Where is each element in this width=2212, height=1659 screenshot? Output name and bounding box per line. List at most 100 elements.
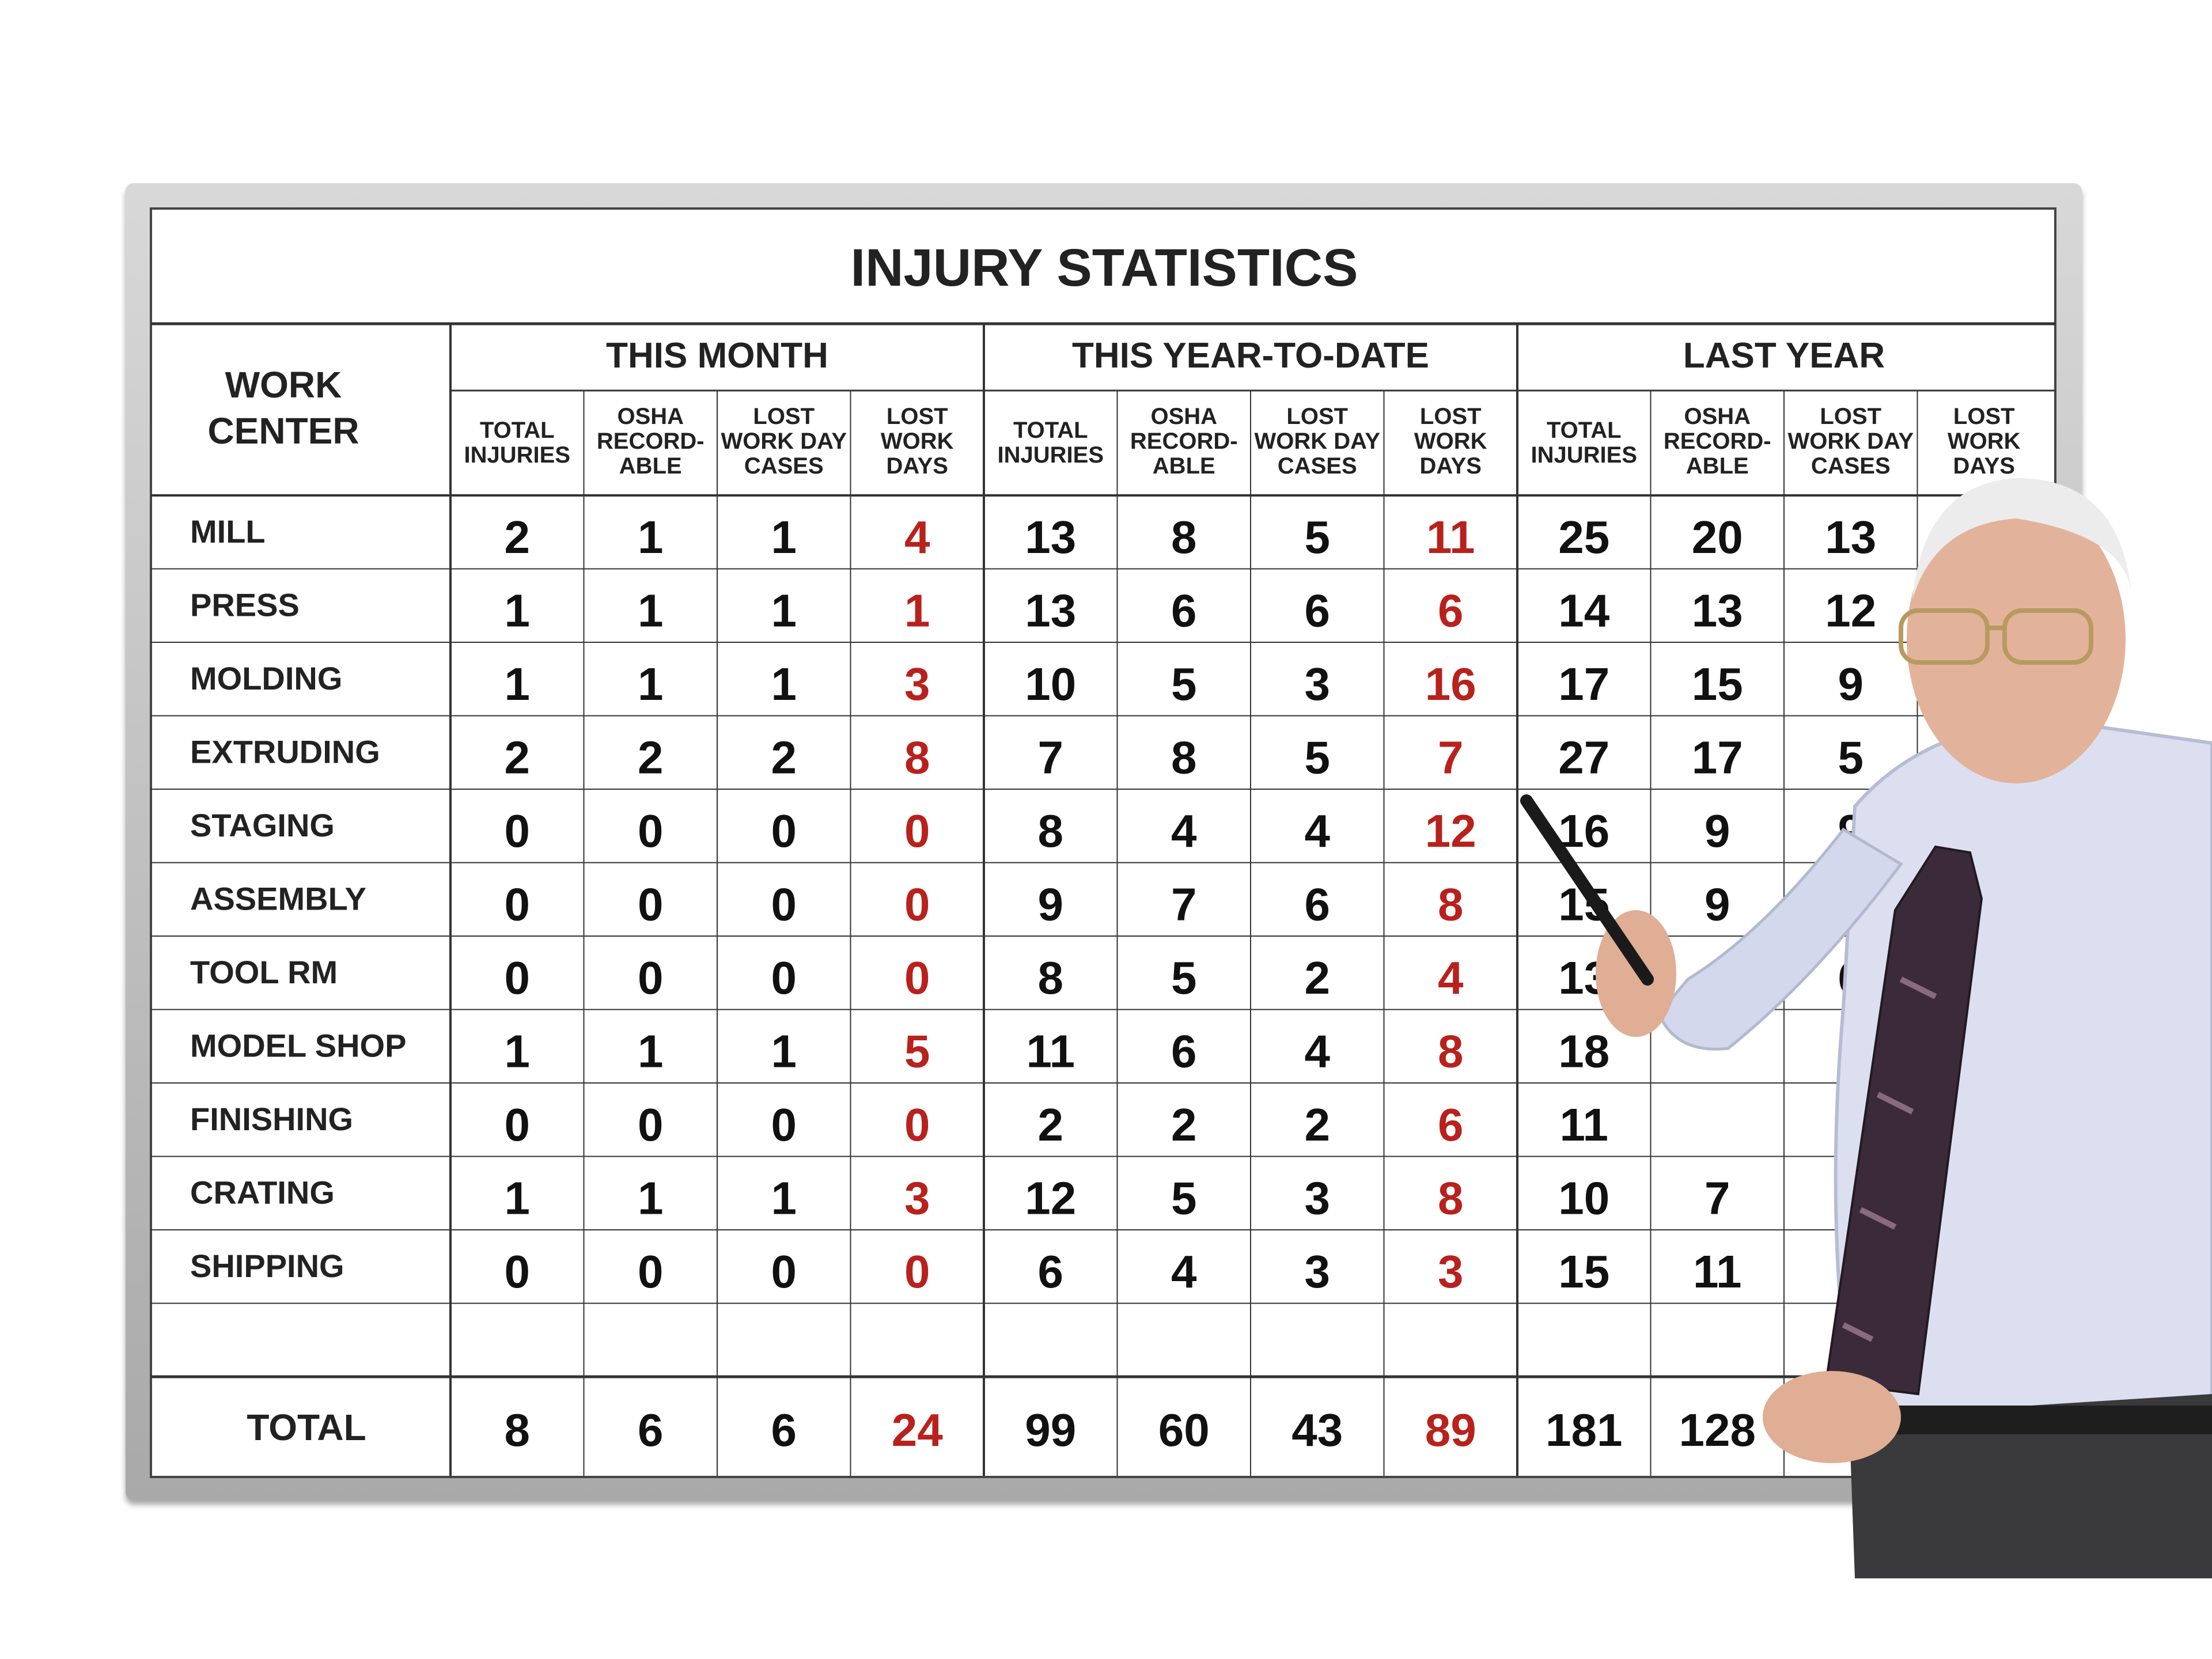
cell-value: 0 [638,805,664,857]
cell-value: 8 [1038,952,1064,1003]
subcolumn-header: INJURIES [1531,442,1638,468]
cell-value: 0 [505,1246,531,1297]
group-header: LAST YEAR [1683,336,1885,376]
subcolumn-header: OSHA [1150,404,1217,429]
cell-value: 3 [904,658,930,710]
cell-value: 4 [1305,805,1331,857]
cell-value: 8 [1171,732,1197,783]
group-header: THIS YEAR-TO-DATE [1072,336,1429,376]
subcolumn-header: LOST [1820,404,1881,429]
cell-value: 1 [771,1026,797,1077]
row-label: PRESS [190,587,300,623]
subcolumn-header: CASES [1278,453,1357,479]
subcolumn-header: CASES [744,453,824,479]
cell-value: 0 [638,952,664,1003]
cell-value: 1 [638,1173,664,1224]
cell-value: 1 [505,585,531,637]
cell-value: 4 [1171,1246,1197,1297]
total-value: 99 [1025,1404,1076,1456]
cell-value: 11 [1026,1026,1075,1077]
cell-value: 0 [505,805,531,857]
cell-value: 3 [1305,1173,1331,1224]
pointer-stick [1520,794,1654,986]
cell-value: 8 [1438,1026,1464,1077]
cell-value: 8 [1438,879,1464,930]
cell-value: 0 [505,879,531,930]
cell-value: 25 [1558,512,1609,563]
subcolumn-header: CASES [1811,453,1891,479]
cell-value: 10 [1558,1173,1609,1224]
cell-value: 15 [1692,658,1743,710]
subcolumn-header: WORK DAY [721,429,847,454]
cell-value: 0 [904,1099,930,1150]
cell-value: 2 [505,732,531,783]
cell-value: 1 [771,658,797,710]
total-value: 43 [1291,1404,1343,1456]
row-label: CRATING [190,1175,335,1211]
cell-value: 8 [1038,805,1064,857]
cell-value: 9 [1705,805,1730,857]
cell-value: 2 [1305,1099,1331,1150]
presenter-figure [1520,478,2212,1578]
row-label: STAGING [190,807,335,843]
hair [1912,478,2131,599]
group-header: THIS MONTH [606,336,828,376]
cell-value: 1 [505,1173,531,1224]
cell-value: 1 [771,512,797,563]
subcolumn-header: ABLE [1686,453,1749,479]
total-value: 6 [638,1404,664,1456]
cell-value: 10 [1025,658,1076,710]
total-value: 60 [1158,1404,1210,1456]
cell-value: 4 [1171,805,1197,857]
subcolumn-header: OSHA [617,404,684,429]
subcolumn-header: WORK [881,429,954,454]
row-label: TOOL RM [190,954,338,990]
cell-value: 0 [904,952,930,1003]
cell-value: 1 [904,585,930,637]
cell-value: 8 [904,732,930,783]
cell-value: 0 [638,879,664,930]
subcolumn-header: DAYS [1420,453,1482,479]
cell-value: 0 [638,1246,664,1297]
total-value: 6 [771,1404,797,1456]
subcolumn-header: INJURIES [998,442,1104,468]
cell-value: 7 [1705,1173,1730,1224]
cell-value: 5 [1305,512,1331,563]
cell-value: 5 [1171,1173,1197,1224]
cell-value: 6 [1438,585,1464,637]
cell-value: 1 [505,1026,531,1077]
total-value: 181 [1546,1404,1622,1456]
cell-value: 11 [1693,1246,1742,1297]
subcolumn-header: WORK DAY [1254,429,1380,454]
cell-value: 4 [904,512,930,563]
cell-value: 12 [1825,585,1876,637]
cell-value: 5 [1305,732,1331,783]
row-label: MILL [190,513,266,550]
whiteboard-face [150,207,2056,1478]
cell-value: 2 [771,732,797,783]
glasses [1899,608,1990,665]
cell-value: 14 [1558,585,1609,637]
head [1907,495,2126,783]
subcolumn-header: TOTAL [1547,418,1622,443]
cell-value: 5 [1838,732,1864,783]
cell-value: 6 [1038,1246,1064,1297]
subcolumn-header: LOST [887,404,948,429]
cell-value: 1 [638,658,664,710]
cell-value: 2 [1305,952,1331,1003]
subcolumn-header: ABLE [619,453,682,479]
board-title: INJURY STATISTICS [851,238,1358,297]
subcolumn-header: INJURIES [464,442,571,468]
cell-value: 5 [1171,952,1197,1003]
table-grid [151,322,2055,1476]
cell-value: 6 [1171,585,1197,637]
subcolumn-header: WORK DAY [1787,429,1914,454]
cell-value: 11 [1559,1099,1608,1150]
cell-value: 0 [771,805,797,857]
necktie [1824,845,1983,1396]
cell-value: 11 [1426,512,1475,563]
cell-value: 4 [1438,952,1464,1003]
row-label: FINISHING [190,1101,353,1137]
subcolumn-header: RECORD- [1130,429,1238,454]
